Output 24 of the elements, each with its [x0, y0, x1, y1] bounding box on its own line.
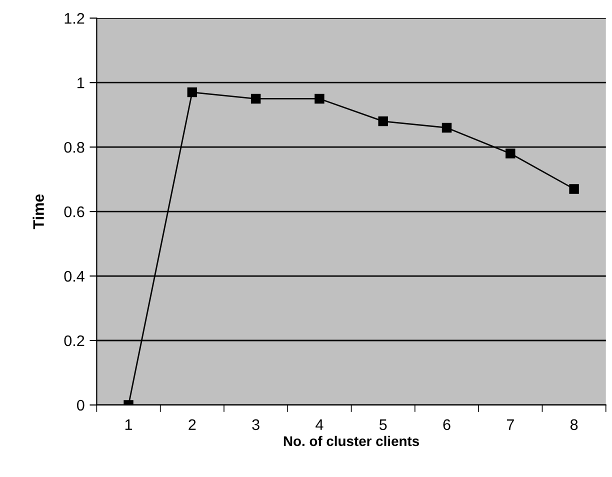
- y-tick-label: 0.8: [64, 142, 84, 153]
- x-tick-label: 6: [443, 419, 450, 430]
- x-tick-label: 8: [570, 419, 578, 430]
- x-tick-label: 4: [316, 419, 324, 430]
- x-tick-label: 5: [379, 419, 387, 430]
- y-tick-label: 1: [78, 78, 84, 88]
- x-tick-label: 7: [506, 419, 514, 430]
- point: [250, 94, 261, 104]
- x-tick-label: 1: [125, 419, 132, 430]
- y-tick-label: 0.4: [64, 270, 84, 282]
- y-tick-label: 0: [76, 400, 84, 411]
- point: [442, 122, 452, 133]
- point: [569, 184, 579, 194]
- y-axis-title: Time: [32, 194, 44, 230]
- point: [378, 116, 388, 126]
- y-tick-label: 0.6: [64, 206, 84, 218]
- point: [187, 87, 198, 98]
- y-tick-label: 0.2: [64, 335, 84, 346]
- x-tick-label: 2: [188, 419, 196, 430]
- point: [314, 94, 324, 104]
- x-axis-title: No. of cluster clients: [284, 436, 420, 446]
- y-tick-label: 1.2: [64, 12, 84, 24]
- x-tick-label: 3: [252, 419, 260, 430]
- point: [506, 148, 516, 158]
